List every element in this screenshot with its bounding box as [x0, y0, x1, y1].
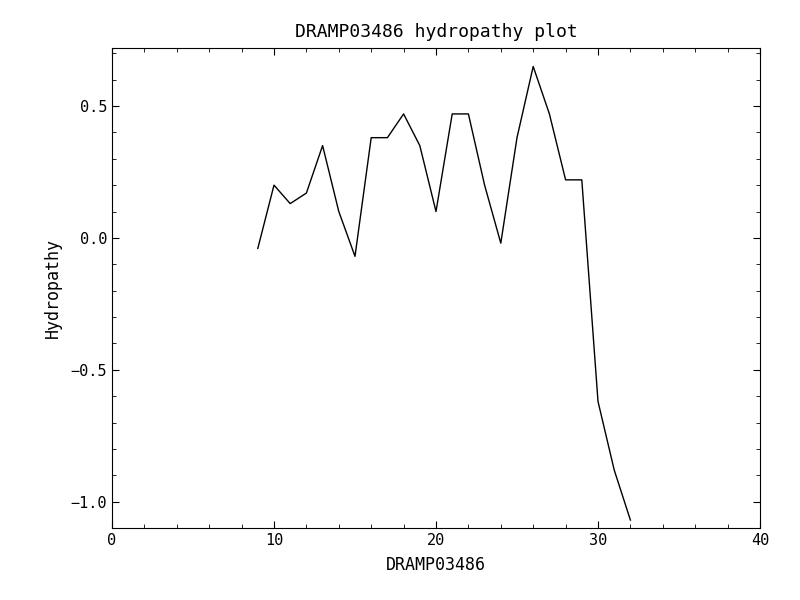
- Title: DRAMP03486 hydropathy plot: DRAMP03486 hydropathy plot: [294, 23, 578, 41]
- X-axis label: DRAMP03486: DRAMP03486: [386, 556, 486, 574]
- Y-axis label: Hydropathy: Hydropathy: [44, 238, 62, 338]
